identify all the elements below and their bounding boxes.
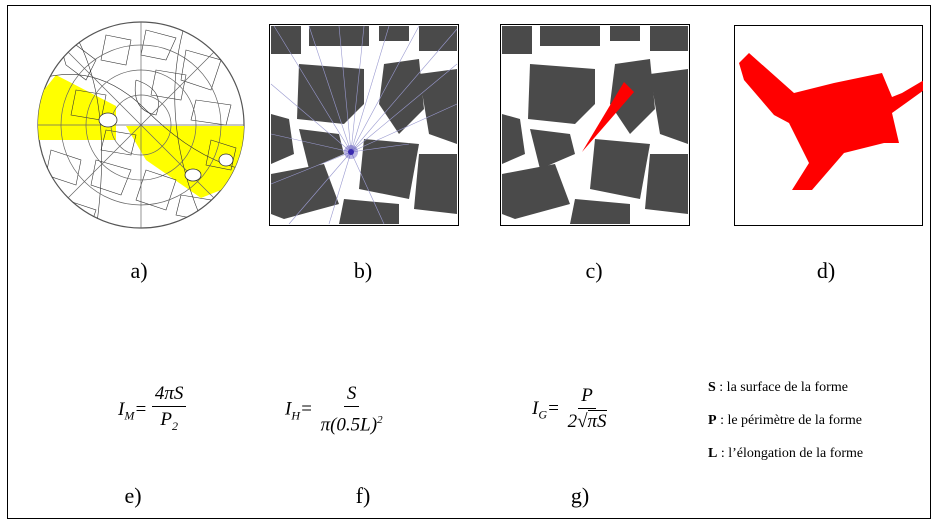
view-point [348, 149, 354, 155]
formula-ig: IG= P 2√πS [532, 385, 610, 434]
formula-im-fraction: 4πS P2 [151, 383, 187, 438]
panel-a-circular-map [36, 20, 246, 230]
formula-ih-den-sup: 2 [377, 414, 383, 426]
formula-ig-fraction: P 2√πS [565, 385, 610, 434]
caption-g: g) [570, 483, 590, 508]
formula-ig-den-root: πS [587, 410, 607, 432]
isovist-sector [582, 82, 634, 152]
caption-e: e) [124, 483, 142, 508]
caption-a: a) [130, 258, 148, 283]
symbol-legend: S : la surface de la forme P : le périmè… [708, 378, 863, 477]
legend-row-p: P : le périmètre de la forme [708, 411, 863, 444]
view-rays [270, 25, 458, 225]
legend-row-l: L : l’élongation de la forme [708, 444, 863, 477]
legend-text-l: : l’élongation de la forme [717, 446, 864, 461]
formula-im-denominator: P2 [157, 407, 181, 438]
formula-im-lhs: I [118, 398, 125, 420]
panel-c-isovist-sector [500, 24, 690, 226]
legend-symbol-s: S [708, 380, 716, 395]
formula-ih-numerator: S [343, 383, 360, 407]
formula-ig-numerator: P [578, 385, 596, 409]
panel-b-view-rays [269, 24, 459, 226]
formula-im-den-sub: 2 [171, 418, 178, 433]
formula-ih-eq: = [300, 398, 313, 420]
caption-c: c) [585, 258, 603, 283]
figure-frame [7, 5, 931, 519]
caption-f: f) [355, 483, 371, 508]
formula-ig-sub: G [538, 407, 547, 422]
formula-ih: IH= S π(0.5L)2 [285, 383, 386, 437]
formula-im-den-main: P [160, 409, 172, 430]
highlight-sector-left [38, 75, 116, 140]
circular-map-figure [37, 21, 245, 229]
legend-symbol-l: L [708, 446, 718, 461]
formula-ig-eq: = [547, 397, 560, 419]
caption-b: b) [353, 258, 373, 283]
formula-ih-denominator: π(0.5L)2 [318, 407, 386, 437]
formula-ih-fraction: S π(0.5L)2 [318, 383, 386, 437]
isovist-shape [739, 53, 923, 190]
red-shape-figure [734, 25, 923, 226]
panel-d-red-shape [734, 25, 923, 227]
formula-im-eq: = [134, 398, 148, 420]
isovist-sector-figure [500, 24, 690, 226]
formula-im-sub: M [124, 408, 135, 423]
formula-ig-lhs: I [532, 397, 539, 419]
highlight-sector-right [126, 126, 244, 198]
legend-row-s: S : la surface de la forme [708, 378, 863, 411]
formula-im: IM= 4πS P2 [118, 383, 187, 438]
caption-d: d) [816, 258, 836, 283]
legend-text-p: : le périmètre de la forme [716, 413, 862, 428]
view-rays-figure [269, 24, 459, 226]
formula-im-numerator: 4πS [151, 383, 187, 407]
legend-symbol-p: P [708, 413, 717, 428]
sqrt-symbol: √ [577, 411, 588, 432]
legend-text-s: : la surface de la forme [715, 380, 848, 395]
formula-ih-sub: H [291, 408, 300, 423]
formula-ig-denominator: 2√πS [565, 409, 610, 434]
formula-ih-lhs: I [285, 398, 292, 420]
formula-ih-den: π(0.5L) [320, 414, 378, 436]
formula-ig-den-pre: 2 [567, 411, 578, 432]
